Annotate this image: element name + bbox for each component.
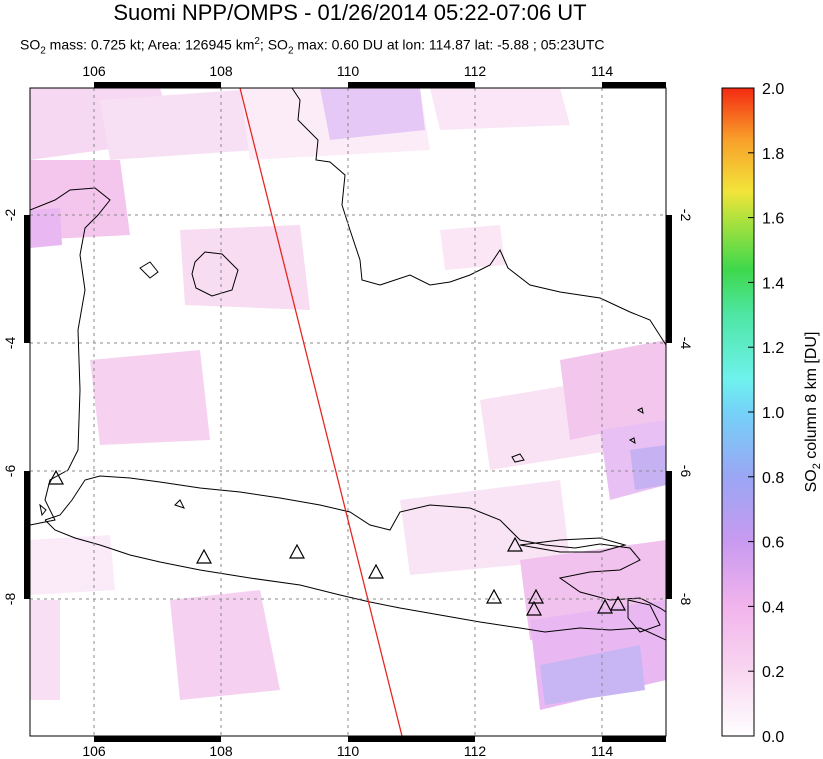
colorbar-tick-label: 0.2 — [762, 664, 784, 681]
borneo-coast — [291, 88, 666, 346]
lon-tick-label: 106 — [82, 63, 106, 79]
map-title: Suomi NPP/OMPS - 01/26/2014 05:22-07:06 … — [113, 0, 587, 25]
swath-patch — [400, 480, 570, 575]
triangle-icon — [485, 588, 503, 604]
lat-tick-label: -4 — [678, 337, 694, 350]
swath-patch — [560, 340, 666, 440]
lon-tick-label: 108 — [209, 63, 233, 79]
lon-labels-top: 106 108 110 112 114 — [82, 63, 613, 79]
madura-coast — [519, 537, 627, 553]
map-subtitle: SO2 mass: 0.725 kt; Area: 126945 km2; SO… — [20, 36, 605, 56]
lon-labels-bottom: 106 108 110 112 114 — [82, 743, 613, 759]
swath-patch — [30, 535, 115, 595]
colorbar-tick-label: 0.0 — [762, 729, 784, 746]
gridlines — [30, 88, 666, 736]
colorbar-tick-label: 1.2 — [762, 340, 784, 357]
lon-tick-label: 112 — [464, 63, 487, 79]
subtitle-max-prefix: ; SO — [259, 36, 288, 53]
subtitle-mass-text: mass: 0.725 kt; Area: 126945 km — [45, 36, 255, 53]
lat-tick-label: -6 — [2, 465, 18, 478]
triangle-icon — [596, 598, 614, 614]
colorbar-tick-label: 0.8 — [762, 470, 784, 487]
colorbar-tick-label: 1.4 — [762, 275, 784, 292]
triangle-icon — [527, 588, 545, 604]
lat-labels-right: -2 -4 -6 -8 — [678, 209, 694, 606]
triangle-icon — [47, 469, 65, 485]
colorbar-labels: 2.0 1.8 1.6 1.4 1.2 1.0 0.8 0.6 0.4 0.2 … — [762, 81, 784, 746]
lat-tick-label: -2 — [678, 209, 694, 222]
colorbar-label-prefix: SO — [803, 469, 820, 492]
so2-swaths — [30, 88, 666, 710]
subtitle-max-text: max: 0.60 DU at lon: 114.87 lat: -5.88 ;… — [293, 36, 605, 53]
subtitle-mass-prefix: SO — [20, 36, 41, 53]
lat-tick-label: -8 — [678, 593, 694, 606]
colorbar-tick-label: 1.0 — [762, 405, 784, 422]
colorbar: 2.0 1.8 1.6 1.4 1.2 1.0 0.8 0.6 0.4 0.2 … — [721, 81, 823, 746]
lon-tick-label: 108 — [209, 743, 233, 759]
triangle-icon — [525, 600, 543, 616]
sumatra-coast — [30, 187, 111, 526]
swath-patch — [30, 600, 60, 700]
lon-tick-label: 110 — [337, 63, 360, 79]
triangle-icon — [367, 563, 385, 579]
colorbar-tick-label: 0.6 — [762, 535, 784, 552]
lon-tick-label: 110 — [337, 743, 360, 759]
lon-tick-label: 106 — [82, 743, 106, 759]
lat-tick-label: -2 — [2, 209, 18, 222]
colorbar-tick-label: 1.6 — [762, 211, 784, 228]
subtitle-max-sub: 2 — [287, 45, 294, 57]
triangle-icon — [609, 595, 627, 611]
coastlines — [30, 88, 666, 641]
frame-bands — [24, 82, 672, 742]
swath-patch — [320, 88, 425, 140]
map-area — [24, 82, 672, 742]
swath-patch — [630, 445, 666, 490]
volcano-markers — [47, 469, 627, 616]
colorbar-tick-label: 0.4 — [762, 599, 784, 616]
small-islands — [39, 407, 644, 517]
lon-tick-label: 114 — [591, 743, 614, 759]
swath-patch — [30, 208, 62, 248]
triangle-icon — [195, 548, 213, 564]
colorbar-axis-label: SO2 column 8 km [DU] — [803, 332, 823, 493]
swath-patch — [100, 90, 255, 160]
swath-patch — [170, 590, 280, 700]
colorbar-label-rest: column 8 km [DU] — [803, 332, 820, 464]
swath-patch — [540, 645, 645, 705]
lon-tick-label: 112 — [464, 743, 487, 759]
bali-coast — [627, 599, 661, 633]
colorbar-tick-label: 1.8 — [762, 146, 784, 163]
swath-patch — [430, 88, 570, 130]
lat-tick-label: -4 — [2, 337, 18, 350]
colorbar-ticks — [748, 87, 754, 737]
triangle-icon — [288, 543, 306, 559]
colorbar-tick-label: 2.0 — [762, 81, 784, 98]
lat-tick-label: -6 — [678, 465, 694, 478]
orbit-track-line — [239, 87, 403, 737]
java-coast — [44, 475, 666, 641]
bangka-belitung-coast — [139, 251, 239, 297]
subtitle-area-sup: 2 — [254, 36, 260, 47]
triangle-icon — [506, 536, 524, 552]
swath-patch — [440, 225, 505, 270]
lat-tick-label: -8 — [2, 593, 18, 606]
lat-labels-left: -2 -4 -6 -8 — [2, 209, 18, 606]
subtitle-mass-sub: 2 — [40, 45, 46, 57]
swath-patch — [90, 350, 210, 445]
colorbar-label-sub: 2 — [811, 463, 823, 469]
lon-tick-label: 114 — [591, 63, 614, 79]
swath-patch — [180, 225, 310, 310]
